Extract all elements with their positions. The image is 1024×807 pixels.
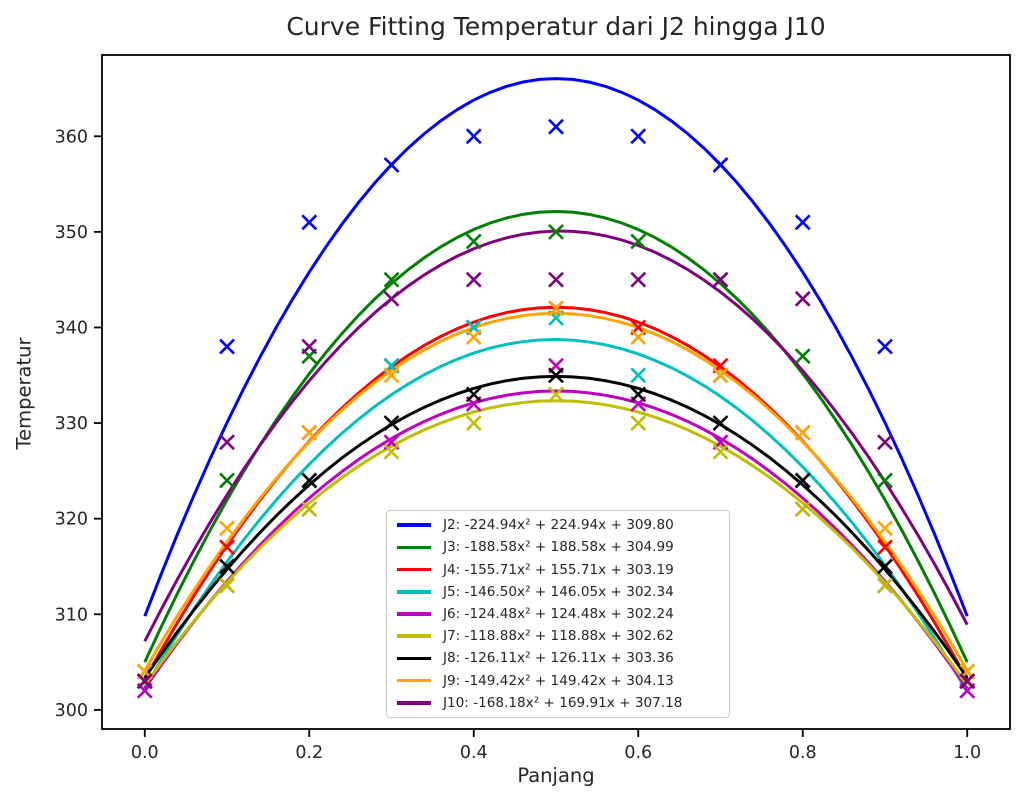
x-tick-label: 0.6 (624, 743, 652, 763)
x-tick-label: 0.2 (295, 743, 323, 763)
plot-frame (101, 54, 1011, 730)
y-tick-label: 360 (55, 127, 88, 147)
y-tick-label: 350 (55, 223, 88, 243)
y-axis-label: Temperatur (12, 337, 36, 450)
legend-item-J9: J9: -149.42x² + 149.42x + 304.13 (393, 670, 723, 692)
curve-J7 (143, 399, 969, 686)
legend-item-J7: J7: -118.88x² + 118.88x + 302.62 (393, 625, 723, 647)
legend-label-J2: J2: -224.94x² + 224.94x + 309.80 (443, 517, 674, 534)
legend-item-J2: J2: -224.94x² + 224.94x + 309.80 (393, 514, 723, 536)
legend-item-J6: J6: -124.48x² + 124.48x + 302.24 (393, 603, 723, 625)
legend-line-swatch-J2 (397, 523, 431, 527)
x-axis-ticks: 0.0 0.2 0.4 0.6 0.8 1.0 (131, 729, 981, 763)
x-tick-label: 0.0 (131, 743, 159, 763)
y-tick-label: 310 (55, 605, 88, 625)
y-tick-label: 330 (55, 414, 88, 434)
y-tick-label: 300 (55, 701, 88, 721)
legend-label-J3: J3: -188.58x² + 188.58x + 304.99 (443, 539, 674, 556)
y-tick-label: 320 (55, 510, 88, 530)
legend-line-swatch-J6 (397, 612, 431, 616)
legend-line-swatch-J3 (397, 545, 431, 550)
curve-J5 (143, 338, 969, 693)
x-tick-label: 0.4 (460, 743, 488, 763)
legend-line-swatch-J4 (397, 567, 431, 572)
legend-item-J5: J5: -146.50x² + 146.05x + 302.34 (393, 581, 723, 603)
curve-J2 (143, 77, 969, 617)
x-tick-label: 0.8 (789, 743, 817, 763)
y-tick-label: 340 (55, 318, 88, 338)
curve-J9 (143, 311, 969, 672)
curve-J3 (143, 209, 969, 663)
scatter-J10 (136, 271, 976, 690)
legend-item-J4: J4: -155.71x² + 155.71x + 303.19 (393, 559, 723, 581)
legend-line-swatch-J7 (397, 634, 431, 638)
legend-line-swatch-J10 (397, 701, 431, 705)
legend-label-J8: J8: -126.11x² + 126.11x + 303.36 (443, 650, 674, 667)
curve-J6 (143, 389, 969, 690)
legend-line-swatch-J9 (397, 678, 431, 683)
legend-item-J3: J3: -188.58x² + 188.58x + 304.99 (393, 536, 723, 558)
legend-label-J9: J9: -149.42x² + 149.42x + 304.13 (443, 672, 674, 689)
legend-label-J4: J4: -155.71x² + 155.71x + 303.19 (443, 561, 674, 578)
y-axis-ticks: 300 310 320 330 340 350 360 (55, 127, 102, 721)
legend-label-J10: J10: -168.18x² + 169.91x + 307.18 (443, 694, 683, 711)
legend-line-swatch-J8 (397, 656, 431, 661)
legend-label-J6: J6: -124.48x² + 124.48x + 302.24 (443, 605, 674, 622)
legend-label-J7: J7: -118.88x² + 118.88x + 302.62 (443, 628, 674, 645)
legend-line-swatch-J5 (397, 590, 431, 594)
legend: J2: -224.94x² + 224.94x + 309.80 J3: -188… (386, 510, 730, 718)
scatter-J9 (136, 300, 976, 680)
x-tick-label: 1.0 (953, 743, 981, 763)
legend-item-J8: J8: -126.11x² + 126.11x + 303.36 (393, 647, 723, 669)
chart-title: Curve Fitting Temperatur dari J2 hingga … (286, 12, 826, 41)
legend-label-J5: J5: -146.50x² + 146.05x + 302.34 (443, 583, 674, 600)
x-axis-label: Panjang (517, 764, 595, 787)
legend-item-J10: J10: -168.18x² + 169.91x + 307.18 (393, 692, 723, 714)
